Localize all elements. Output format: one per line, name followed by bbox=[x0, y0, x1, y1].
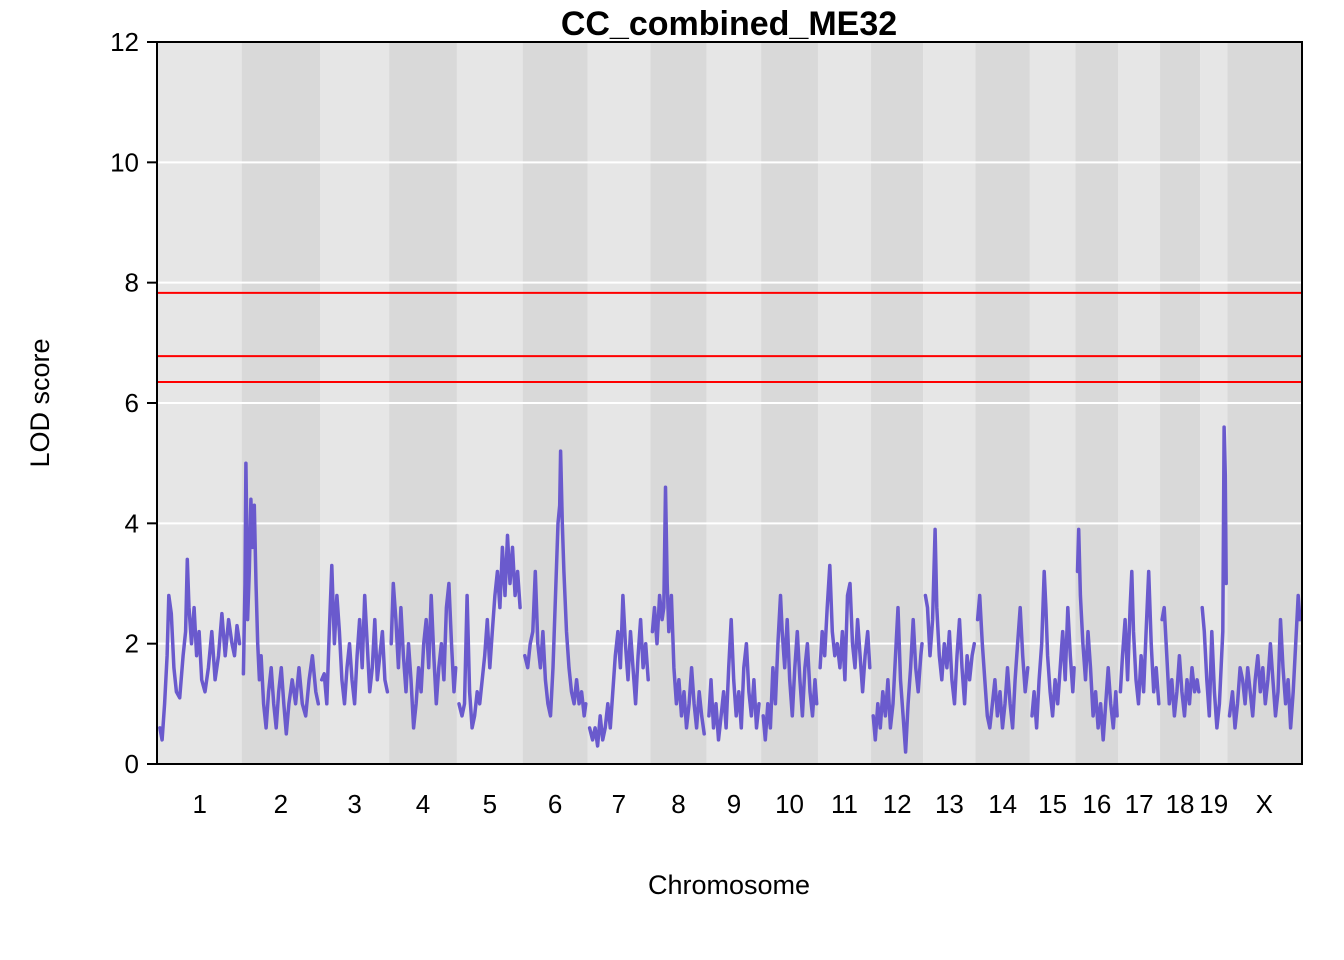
lod-curve-chr-18 bbox=[1160, 605, 1201, 718]
x-tick-label-chr-14: 14 bbox=[988, 789, 1017, 819]
lod-curve-chr-19 bbox=[1200, 425, 1228, 730]
y-tick-label-10: 10 bbox=[110, 147, 139, 177]
x-tick-label-chr-4: 4 bbox=[416, 789, 430, 819]
x-axis-label: Chromosome bbox=[648, 870, 810, 900]
x-tick-label-chr-18: 18 bbox=[1166, 789, 1195, 819]
y-axis-label: LOD score bbox=[25, 338, 55, 467]
x-tick-label-chr-16: 16 bbox=[1082, 789, 1111, 819]
lod-curve-chr-9 bbox=[707, 617, 761, 742]
x-axis: 1 2 3 4 5 6 7 8 9 10 11 12 13 14 15 16 17 18 19 X bbox=[193, 789, 1273, 819]
lod-curve-chr-6 bbox=[523, 449, 588, 718]
x-tick-label-chr-7: 7 bbox=[612, 789, 626, 819]
y-tick-label-2: 2 bbox=[125, 629, 139, 659]
x-tick-label-chr-2: 2 bbox=[274, 789, 288, 819]
lod-curve-chr-3 bbox=[319, 563, 390, 706]
lod-curve-chr-15 bbox=[1030, 569, 1076, 730]
lod-curve-chr-1 bbox=[158, 557, 242, 742]
x-tick-label-chr-15: 15 bbox=[1038, 789, 1067, 819]
x-tick-label-chr-13: 13 bbox=[935, 789, 964, 819]
x-tick-label-chr-6: 6 bbox=[548, 789, 562, 819]
x-tick-label-chr-8: 8 bbox=[671, 789, 685, 819]
x-tick-label-chr-5: 5 bbox=[483, 789, 497, 819]
lod-curve-chr-11 bbox=[818, 563, 872, 694]
x-tick-label-chr-12: 12 bbox=[883, 789, 912, 819]
lod-curve-chr-10 bbox=[761, 593, 819, 742]
y-tick-label-12: 12 bbox=[110, 27, 139, 57]
lod-curve-chr-5 bbox=[457, 533, 522, 730]
y-tick-label-8: 8 bbox=[125, 268, 139, 298]
lod-curve-chr-17 bbox=[1118, 569, 1161, 706]
threshold-lines bbox=[157, 291, 1302, 383]
lod-curve-chr-4 bbox=[389, 581, 458, 730]
y-axis: 0 2 4 6 8 10 12 bbox=[110, 27, 157, 779]
lod-curve-chr-8 bbox=[650, 485, 706, 736]
lod-curve-chr-16 bbox=[1075, 527, 1119, 742]
lod-curve-chr-7 bbox=[587, 593, 650, 748]
lod-curve-chr-13 bbox=[923, 527, 977, 706]
lod-curve-chr-12 bbox=[871, 605, 924, 754]
lod-curve-chr-14 bbox=[975, 593, 1030, 730]
x-tick-label-chr-10: 10 bbox=[775, 789, 804, 819]
x-tick-label-chr-1: 1 bbox=[193, 789, 207, 819]
lod-profile bbox=[158, 425, 1302, 754]
x-tick-label-chr-17: 17 bbox=[1125, 789, 1154, 819]
y-tick-label-6: 6 bbox=[125, 388, 139, 418]
lod-curve-chr-X bbox=[1227, 593, 1302, 730]
x-tick-label-chr-3: 3 bbox=[347, 789, 361, 819]
y-tick-label-4: 4 bbox=[125, 508, 139, 538]
x-tick-label-chr-X: X bbox=[1256, 789, 1273, 819]
x-tick-label-chr-11: 11 bbox=[831, 789, 858, 819]
x-tick-label-chr-19: 19 bbox=[1199, 789, 1228, 819]
chart-title: CC_combined_ME32 bbox=[561, 5, 897, 43]
x-tick-label-chr-9: 9 bbox=[727, 789, 741, 819]
y-tick-label-0: 0 bbox=[125, 749, 139, 779]
lod-curve-chr-2 bbox=[241, 461, 321, 736]
